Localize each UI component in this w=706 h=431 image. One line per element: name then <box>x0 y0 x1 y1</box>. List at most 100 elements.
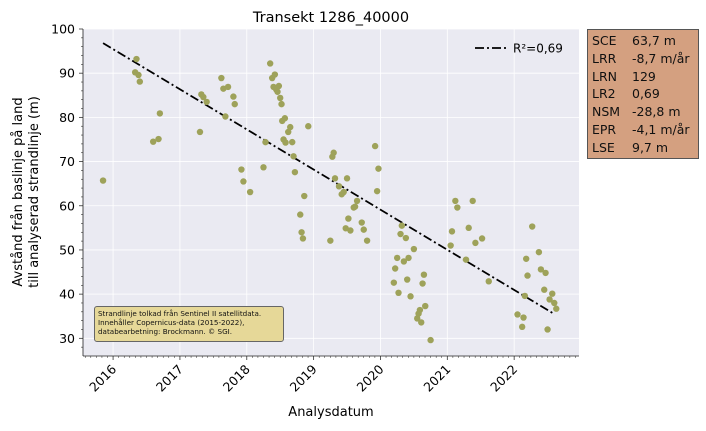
data-point <box>290 153 297 160</box>
data-point <box>537 266 545 273</box>
data-point <box>520 314 527 321</box>
data-point <box>544 326 551 333</box>
x-tick-label: 2017 <box>153 362 186 395</box>
data-point <box>553 305 560 312</box>
stat-row: LRR -8,7 m/år <box>592 50 698 68</box>
y-tick-label: 60 <box>59 198 75 213</box>
data-point <box>522 255 530 262</box>
data-point <box>465 224 472 232</box>
data-point <box>521 292 529 300</box>
data-point <box>331 175 339 182</box>
data-point <box>260 164 267 171</box>
data-point <box>275 82 283 90</box>
data-point <box>452 197 459 205</box>
data-point <box>305 123 312 130</box>
stat-row: NSM -28,8 m <box>592 103 698 121</box>
stat-value: 129 <box>632 68 656 84</box>
data-point <box>353 197 361 205</box>
y-tick-label: 90 <box>59 66 75 81</box>
x-tick-label: 2016 <box>86 361 119 394</box>
data-point <box>398 222 406 229</box>
stat-value: 9,7 m <box>632 139 669 155</box>
y-tick-label: 30 <box>59 331 75 346</box>
stat-key: LR2 <box>592 86 616 102</box>
y-tick-label: 50 <box>59 242 75 257</box>
data-point <box>136 78 144 85</box>
x-axis-label: Analysdatum <box>288 405 373 420</box>
data-point <box>546 296 553 303</box>
data-point <box>155 135 162 143</box>
stat-row: SCE 63,7 m <box>592 32 698 50</box>
data-point <box>410 245 418 253</box>
stat-value: 63,7 m <box>632 33 676 48</box>
data-point <box>299 235 307 242</box>
data-point <box>358 219 365 226</box>
data-point <box>418 319 425 326</box>
data-point <box>285 128 292 136</box>
x-tick-label: 2022 <box>487 362 520 395</box>
y-tick-label: 70 <box>59 154 75 169</box>
data-point <box>416 306 424 314</box>
data-point <box>246 188 254 196</box>
data-point <box>375 165 382 172</box>
source-note-line-2: Innehåller Copernicus-data (2015-2022), <box>98 318 245 327</box>
data-point <box>414 315 421 322</box>
data-point <box>156 110 164 117</box>
legend: R²=0,69 <box>475 42 563 56</box>
data-point <box>541 286 548 293</box>
data-point <box>271 71 279 78</box>
source-note-line-1: Strandlinje tolkad från Sentinel II sate… <box>98 309 262 318</box>
y-axis-label-line-1: Avstånd från baslinje på land <box>11 97 26 286</box>
data-point <box>99 177 107 184</box>
data-point <box>196 128 204 136</box>
data-point <box>278 100 285 108</box>
stat-row: LR2 0,69 <box>592 85 698 103</box>
data-point <box>393 254 401 262</box>
y-tick-label: 40 <box>59 287 75 302</box>
data-point <box>535 248 543 256</box>
data-point <box>238 166 245 173</box>
data-point <box>274 88 281 95</box>
trend-line <box>102 42 555 315</box>
data-point <box>390 279 398 286</box>
stat-value: -4,1 m/år <box>632 121 690 137</box>
data-point <box>542 269 549 277</box>
statistics-box: SCE 63,7 m LRR -8,7 m/år LRN 129 LR2 0,69 NS… <box>587 29 699 159</box>
data-point <box>404 276 411 283</box>
data-point <box>231 100 238 108</box>
data-point <box>200 93 207 101</box>
data-point <box>340 188 347 196</box>
data-point <box>345 215 352 222</box>
x-tick-label: 2018 <box>220 361 253 394</box>
data-point <box>351 203 359 210</box>
data-point <box>469 197 476 205</box>
data-point <box>222 113 229 120</box>
data-source-note: Strandlinje tolkad från Sentinel II sate… <box>94 306 284 342</box>
data-point <box>400 258 408 265</box>
data-point <box>343 175 351 182</box>
data-point <box>218 74 225 82</box>
data-point <box>391 265 399 272</box>
data-point <box>327 237 334 244</box>
data-point <box>347 227 354 234</box>
data-point <box>135 71 142 79</box>
stat-value: -8,7 m/år <box>632 50 690 66</box>
data-point <box>514 311 521 318</box>
gridlines <box>83 28 579 356</box>
data-point <box>149 138 157 145</box>
stat-value: 0,69 <box>632 86 660 102</box>
data-point <box>397 230 404 238</box>
data-point <box>289 138 296 146</box>
data-point <box>407 293 414 300</box>
data-point <box>360 226 367 233</box>
data-point <box>224 83 232 91</box>
data-point <box>485 278 492 285</box>
stat-row: EPR -4,1 m/år <box>592 121 698 139</box>
data-point <box>454 204 461 211</box>
stat-value: -28,8 m <box>632 104 681 120</box>
data-point <box>291 168 299 176</box>
data-point <box>422 302 429 310</box>
data-point <box>549 290 556 297</box>
data-point <box>287 123 294 131</box>
